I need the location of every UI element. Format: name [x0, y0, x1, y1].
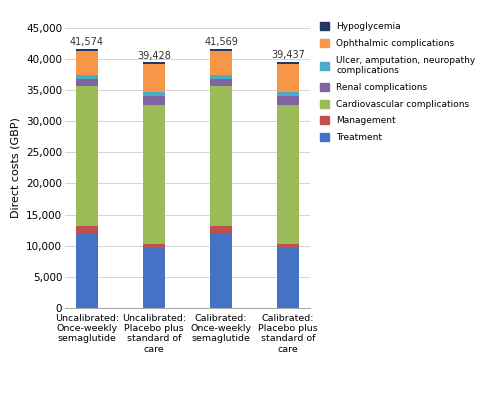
- Bar: [210, 86, 232, 226]
- Text: 41,569: 41,569: [204, 37, 238, 47]
- Bar: [76, 51, 98, 75]
- Bar: [210, 79, 232, 86]
- Bar: [210, 51, 232, 75]
- Bar: [76, 226, 98, 233]
- Bar: [76, 49, 98, 51]
- Bar: [76, 75, 98, 79]
- Bar: [143, 248, 165, 308]
- Bar: [143, 64, 165, 92]
- Bar: [143, 62, 165, 64]
- Bar: [76, 86, 98, 226]
- Bar: [143, 105, 165, 244]
- Text: 41,574: 41,574: [70, 37, 104, 47]
- Bar: [76, 233, 98, 308]
- Legend: Hypoglycemia, Ophthalmic complications, Ulcer, amputation, neuropathy
complicati: Hypoglycemia, Ophthalmic complications, …: [320, 22, 476, 142]
- Bar: [210, 49, 232, 51]
- Bar: [143, 244, 165, 248]
- Bar: [143, 92, 165, 96]
- Bar: [210, 233, 232, 308]
- Bar: [278, 96, 299, 105]
- Bar: [210, 226, 232, 233]
- Text: 39,437: 39,437: [271, 51, 305, 60]
- Bar: [210, 75, 232, 79]
- Y-axis label: Direct costs (GBP): Direct costs (GBP): [10, 117, 20, 218]
- Bar: [278, 105, 299, 244]
- Bar: [76, 79, 98, 86]
- Bar: [278, 248, 299, 308]
- Bar: [278, 244, 299, 248]
- Bar: [143, 96, 165, 105]
- Bar: [278, 92, 299, 96]
- Text: 39,428: 39,428: [137, 51, 171, 60]
- Bar: [278, 64, 299, 92]
- Bar: [278, 62, 299, 64]
